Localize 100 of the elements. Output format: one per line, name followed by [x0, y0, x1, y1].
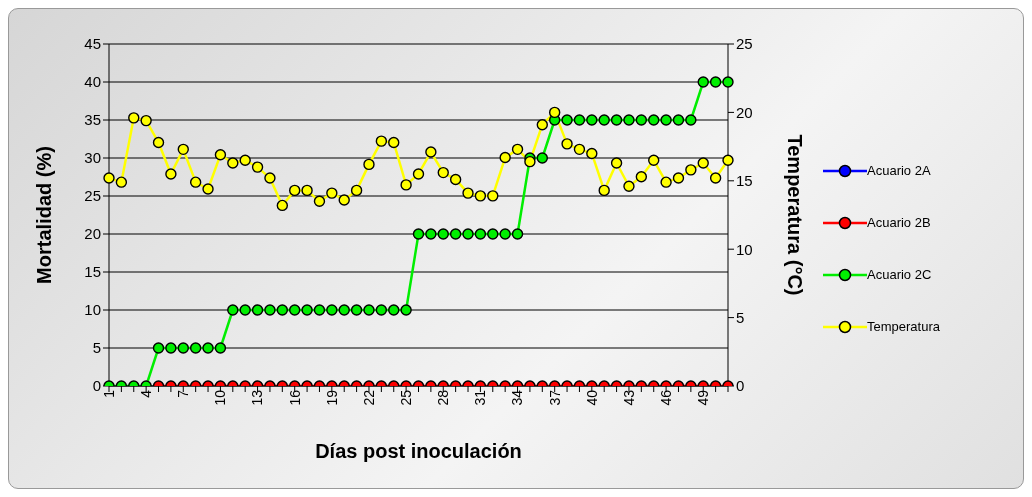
point: [697, 157, 709, 169]
y-tick-label: 45: [84, 35, 101, 53]
y-tick-label: 30: [84, 149, 101, 167]
legend-label: Acuario 2B: [867, 215, 931, 230]
point: [635, 114, 648, 126]
point: [524, 155, 536, 168]
y-axis-title: Mortalidad (%): [33, 146, 56, 284]
point: [239, 154, 251, 166]
y-tick-label: 35: [84, 111, 101, 129]
point: [474, 190, 487, 202]
point: [363, 158, 375, 171]
point: [487, 190, 499, 202]
y-tick-label: 0: [92, 377, 101, 395]
point: [375, 304, 388, 316]
y2-tick-label: 0: [736, 377, 745, 395]
point: [350, 184, 363, 197]
point: [350, 304, 363, 316]
point: [189, 176, 202, 188]
point: [301, 304, 313, 316]
point: [313, 304, 326, 316]
point: [648, 114, 660, 126]
point: [610, 114, 623, 126]
point: [251, 161, 264, 173]
x-tick-label: 16: [286, 389, 303, 406]
point: [536, 119, 548, 131]
point: [375, 135, 388, 147]
point: [363, 304, 375, 316]
point: [437, 228, 449, 240]
point: [487, 228, 499, 240]
point: [685, 164, 697, 176]
point: [709, 172, 722, 184]
point: [165, 168, 177, 180]
x-tick-label: 22: [360, 389, 377, 406]
point: [313, 195, 326, 208]
point: [499, 151, 511, 164]
point: [412, 168, 425, 180]
point: [400, 304, 412, 316]
point: [338, 194, 350, 206]
point: [140, 114, 152, 127]
point: [289, 304, 301, 316]
point: [598, 114, 610, 126]
y-tick-label: 10: [84, 301, 101, 319]
point: [722, 76, 734, 88]
x-tick-label: 7: [175, 389, 192, 398]
x-tick-label: 40: [583, 389, 600, 406]
point: [388, 136, 400, 149]
point: [326, 187, 338, 199]
point: [239, 304, 251, 316]
point: [573, 114, 586, 126]
y2-tick-label: 25: [736, 35, 753, 53]
point: [449, 173, 462, 186]
point: [474, 228, 487, 240]
legend-label: Acuario 2C: [867, 267, 932, 282]
point: [462, 187, 474, 199]
y-tick-label: 40: [84, 73, 101, 91]
point: [586, 114, 598, 126]
point: [214, 149, 227, 161]
point: [227, 157, 239, 169]
point: [610, 157, 623, 169]
y-tick-label: 20: [84, 225, 101, 243]
point: [103, 172, 115, 184]
x-tick-label: 31: [472, 389, 489, 406]
point: [326, 304, 338, 316]
point: [301, 184, 313, 197]
point: [561, 114, 573, 126]
y-tick-label: 15: [84, 263, 101, 281]
point: [672, 172, 685, 184]
point: [536, 152, 548, 164]
point: [648, 154, 660, 166]
x-tick-label: 10: [212, 389, 229, 406]
legend-label: Temperatura: [867, 319, 940, 334]
x-tick-label: 49: [695, 389, 712, 406]
point: [449, 228, 462, 240]
point: [672, 114, 685, 126]
x-tick-label: 28: [435, 389, 452, 406]
point: [264, 304, 276, 316]
y2-tick-label: 20: [736, 103, 753, 121]
point: [276, 304, 289, 316]
x-axis-title: Días post inoculación: [315, 440, 522, 462]
point: [462, 228, 474, 240]
point: [598, 184, 610, 197]
point: [177, 143, 189, 156]
point: [437, 166, 449, 179]
point: [400, 179, 412, 191]
point: [425, 146, 437, 158]
legend-label: Acuario 2A: [867, 163, 931, 178]
y2-axis-title: Temperatura (°C): [783, 134, 806, 296]
x-tick-label: 43: [620, 389, 637, 406]
point: [128, 112, 140, 124]
point: [264, 172, 276, 184]
point: [623, 180, 635, 192]
point: [425, 228, 437, 240]
point: [115, 176, 128, 188]
x-tick-label: 19: [323, 389, 340, 406]
y2-tick-label: 10: [736, 240, 753, 258]
x-tick-label: 34: [509, 389, 526, 406]
point: [511, 228, 524, 240]
point: [152, 136, 165, 149]
x-tick-label: 1: [100, 389, 117, 398]
x-tick-label: 4: [138, 389, 155, 398]
